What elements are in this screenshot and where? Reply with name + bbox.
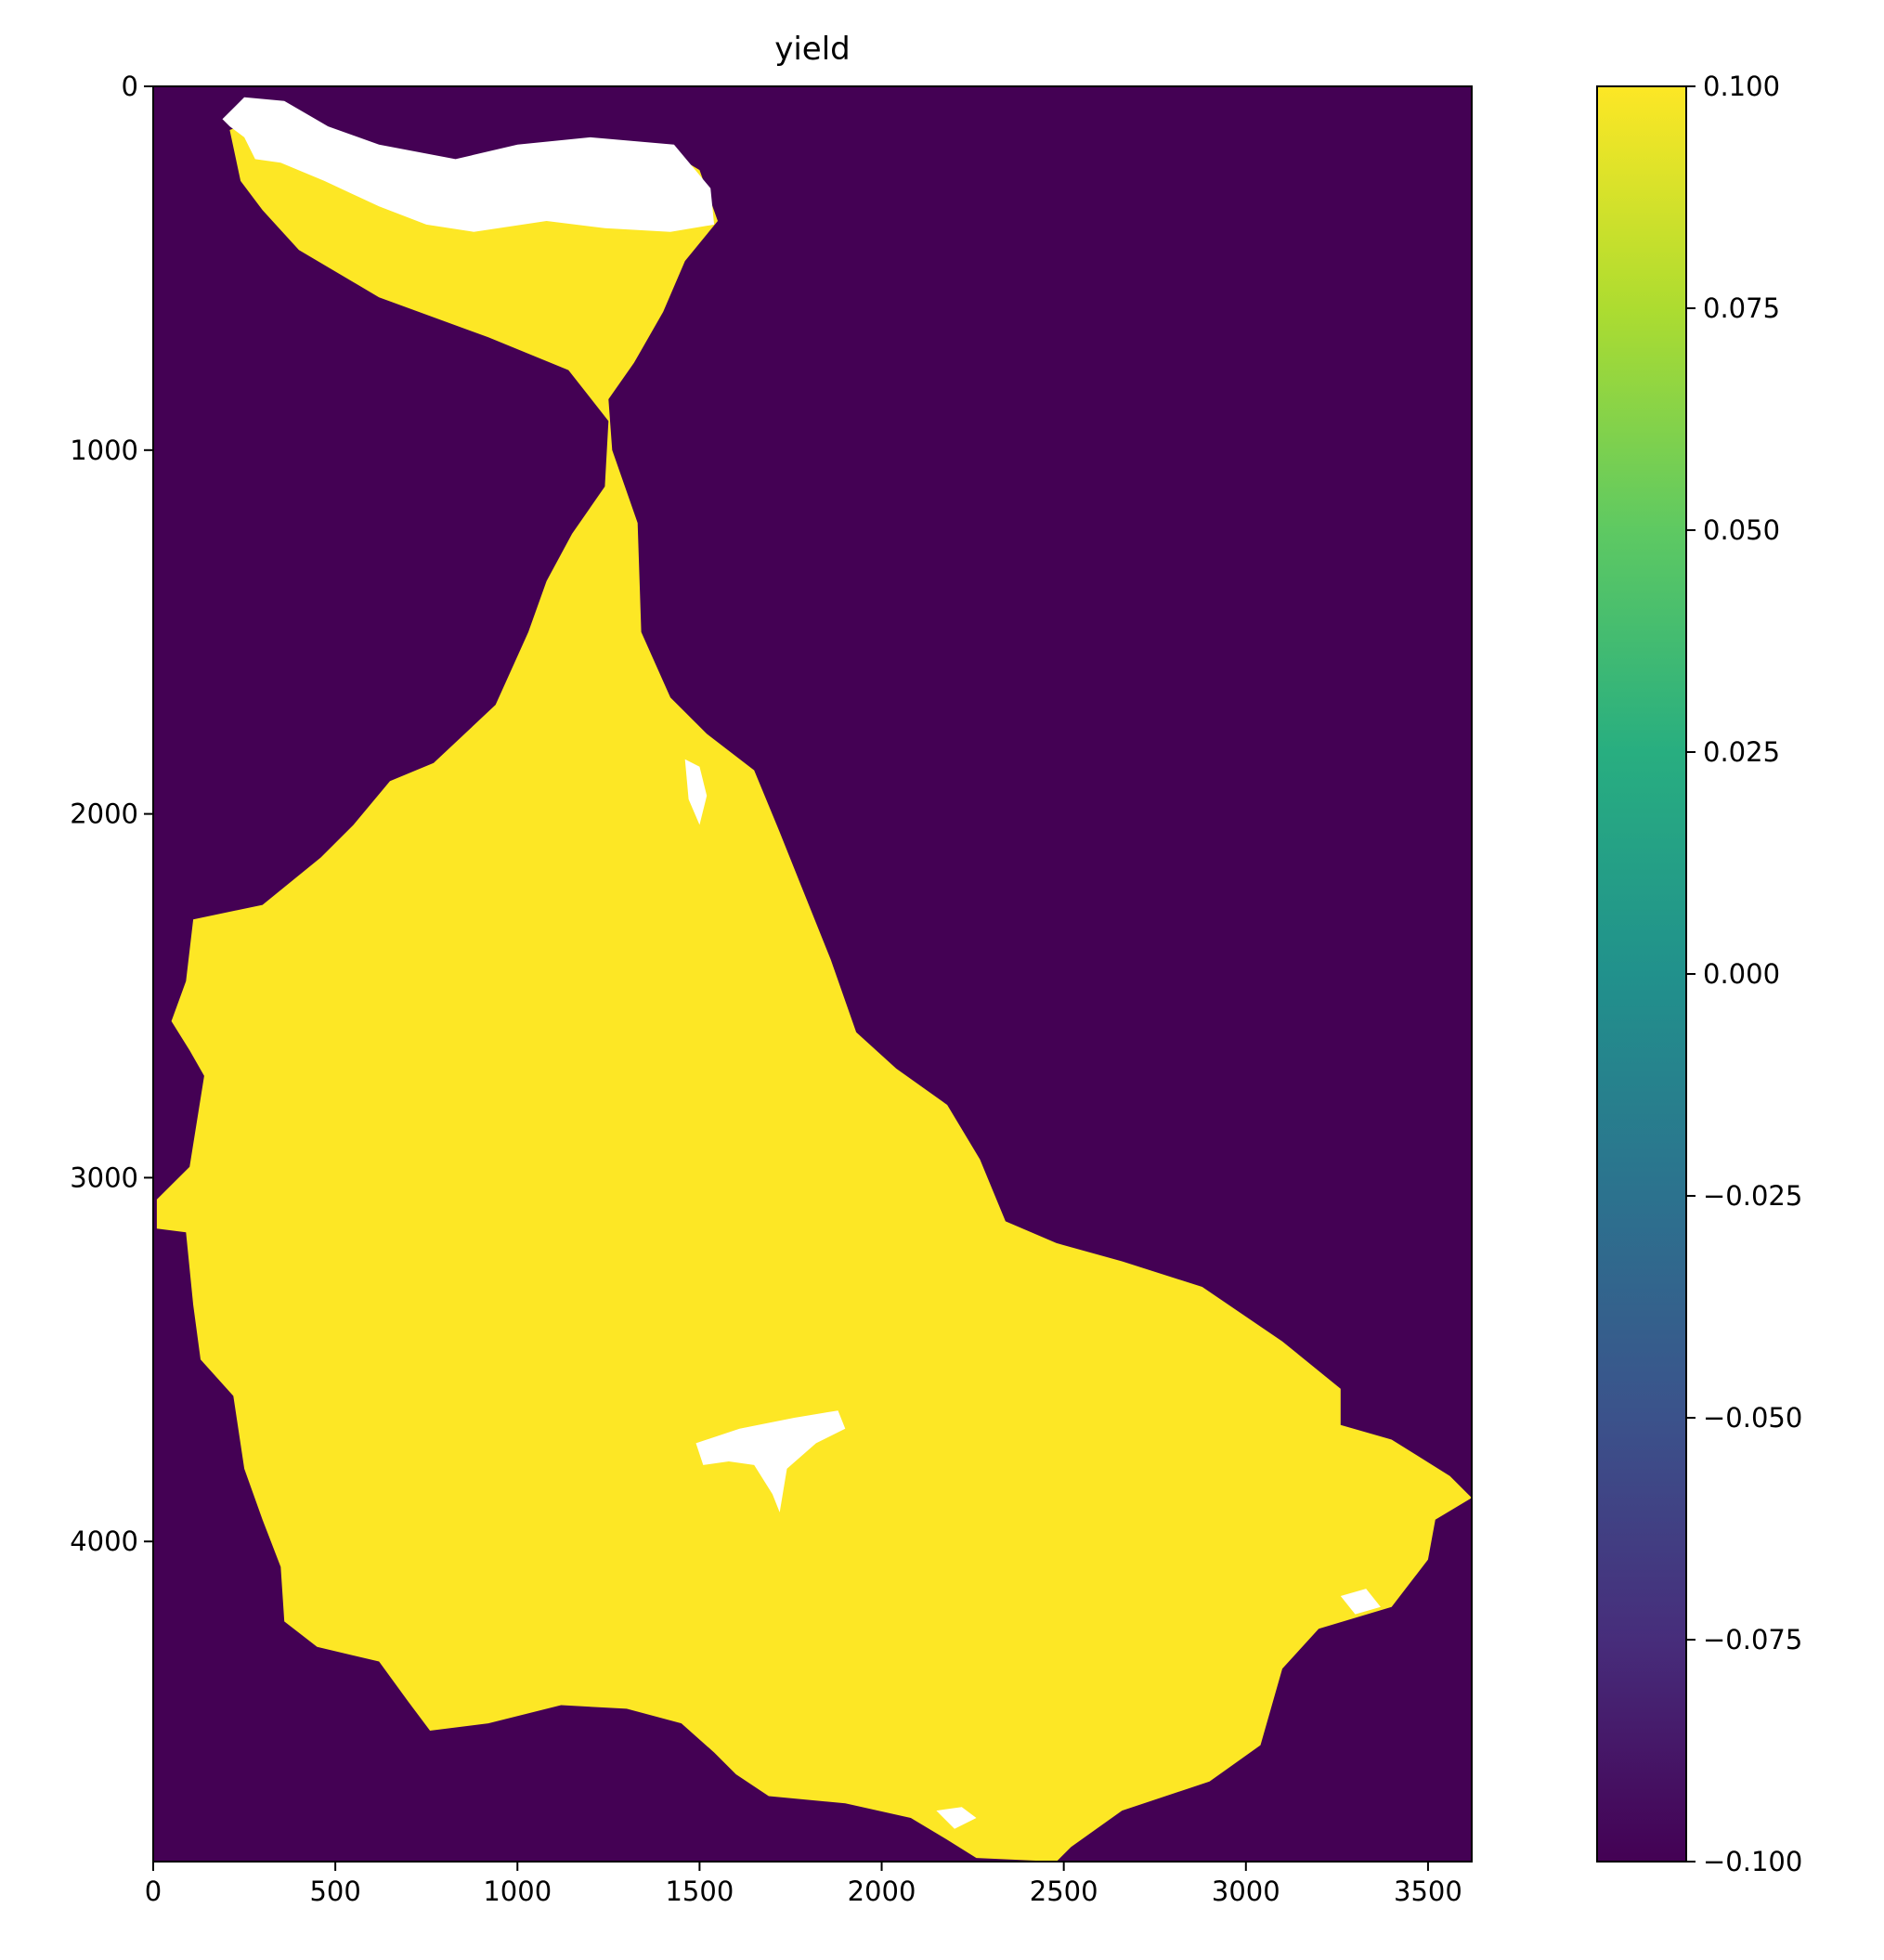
y-tick-label: 0 bbox=[122, 71, 138, 102]
colorbar-tick-label: −0.100 bbox=[1703, 1846, 1802, 1877]
x-tick-label: 3500 bbox=[1394, 1876, 1462, 1907]
colorbar-tick-label: 0.000 bbox=[1703, 958, 1780, 990]
river-white-3 bbox=[1340, 1589, 1381, 1615]
y-tick-label: 4000 bbox=[70, 1525, 138, 1557]
plot-frame bbox=[152, 85, 1473, 1863]
y-tick-label: 3000 bbox=[70, 1162, 138, 1193]
x-tick-label: 0 bbox=[145, 1876, 162, 1907]
yield-region bbox=[156, 119, 1472, 1862]
x-tick-label: 3000 bbox=[1212, 1876, 1280, 1907]
reservoir-white bbox=[695, 1410, 846, 1512]
north-coast-white bbox=[222, 97, 715, 232]
river-white-1 bbox=[684, 759, 708, 825]
colorbar-tick-label: −0.075 bbox=[1703, 1624, 1802, 1655]
colorbar-tick-label: 0.075 bbox=[1703, 292, 1780, 324]
colorbar-tick-label: 0.050 bbox=[1703, 514, 1780, 546]
colorbar-tick-label: 0.025 bbox=[1703, 736, 1780, 768]
chart-title: yield bbox=[774, 31, 851, 68]
colorbar-tick-label: 0.100 bbox=[1703, 71, 1780, 102]
y-tick-label: 2000 bbox=[70, 798, 138, 830]
colorbar-axis: 0.100 0.075 0.050 0.025 0.000 −0.025 −0.050 −0.… bbox=[1686, 71, 1802, 1877]
colorbar bbox=[1596, 85, 1687, 1863]
nodata-regions bbox=[222, 97, 1381, 1829]
y-axis: 0 1000 2000 3000 4000 bbox=[70, 71, 153, 1557]
x-tick-label: 2500 bbox=[1030, 1876, 1098, 1907]
river-white-2 bbox=[936, 1807, 977, 1829]
plot-area bbox=[153, 86, 1472, 1862]
colorbar-tick-label: −0.050 bbox=[1703, 1402, 1802, 1434]
y-tick-label: 1000 bbox=[70, 435, 138, 466]
x-tick-label: 1500 bbox=[665, 1876, 734, 1907]
colorbar-tick-label: −0.025 bbox=[1703, 1180, 1802, 1212]
x-tick-label: 500 bbox=[309, 1876, 360, 1907]
x-tick-label: 1000 bbox=[483, 1876, 552, 1907]
x-tick-label: 2000 bbox=[848, 1876, 916, 1907]
x-axis: 0 500 1000 1500 2000 2500 3000 3500 bbox=[145, 1862, 1462, 1907]
